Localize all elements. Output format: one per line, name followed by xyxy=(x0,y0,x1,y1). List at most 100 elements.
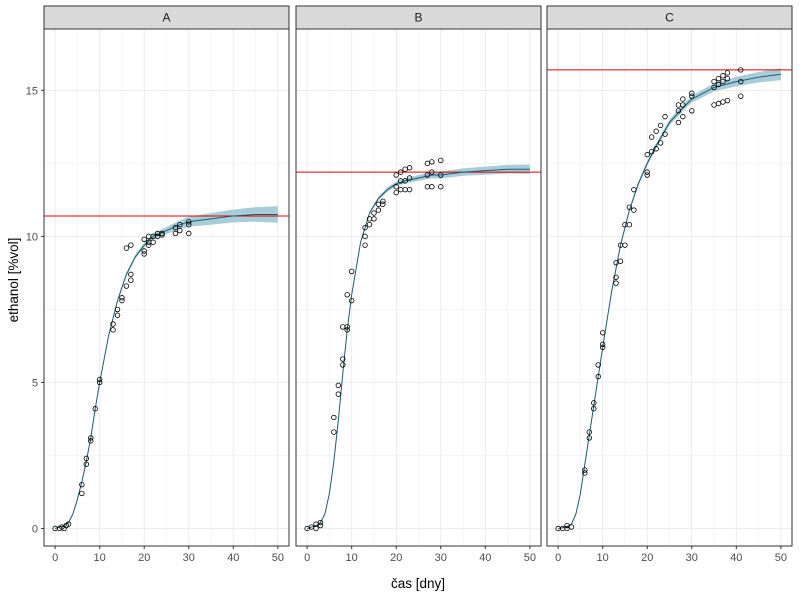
data-point xyxy=(599,341,606,348)
data-point xyxy=(724,75,731,82)
data-point xyxy=(595,373,601,380)
data-point xyxy=(738,67,744,73)
data-point xyxy=(689,93,695,99)
panels-layer: A 0 10 20 30 40 50 B 0 10 20 30 40 50 C 0 10 20 30 40 50 xyxy=(43,5,793,564)
x-axis-title: čas [dny] xyxy=(391,576,445,591)
data-point xyxy=(429,169,435,175)
data-point xyxy=(644,151,650,158)
facet-strip-label: C xyxy=(665,11,674,25)
facet-strip-label: A xyxy=(162,11,170,25)
panel-C: C 0 10 20 30 40 50 xyxy=(546,5,793,564)
fit-curve xyxy=(306,168,530,529)
panel-A: A 0 10 20 30 40 50 xyxy=(43,5,290,564)
data-point xyxy=(438,184,444,190)
y-tick-label: 10 xyxy=(26,231,38,243)
x-tick-label: 50 xyxy=(272,552,284,564)
data-point xyxy=(393,184,399,190)
data-point xyxy=(88,438,94,444)
data-point xyxy=(114,312,121,318)
data-point xyxy=(406,186,413,193)
data-point xyxy=(362,242,368,248)
facet-strip xyxy=(295,5,542,30)
data-point xyxy=(88,435,94,441)
data-point xyxy=(591,406,597,412)
data-point xyxy=(119,297,125,304)
data-point xyxy=(595,362,601,368)
x-tick-label: 30 xyxy=(435,552,447,564)
data-point xyxy=(177,222,183,228)
data-point xyxy=(613,274,619,280)
x-tick-label: 30 xyxy=(183,552,195,564)
data-point xyxy=(586,435,593,441)
data-point xyxy=(375,207,382,213)
data-point xyxy=(644,172,650,178)
data-point xyxy=(344,292,350,298)
x-tick-label: 10 xyxy=(346,552,358,564)
fit-curve xyxy=(54,213,278,529)
data-point xyxy=(128,242,134,248)
data-point xyxy=(424,172,431,178)
data-point xyxy=(429,184,435,190)
data-point xyxy=(119,295,125,301)
data-point xyxy=(586,429,593,435)
data-point xyxy=(711,78,717,85)
data-point xyxy=(402,178,408,184)
data-point xyxy=(662,113,668,120)
data-point xyxy=(141,248,147,254)
panel-B: B 0 10 20 30 40 50 xyxy=(295,5,542,564)
data-point xyxy=(406,175,413,181)
data-point xyxy=(631,207,637,213)
data-point xyxy=(362,224,368,231)
data-point xyxy=(738,78,744,85)
data-point xyxy=(159,230,165,237)
data-point xyxy=(123,245,130,251)
data-point xyxy=(599,330,606,336)
data-point xyxy=(680,102,686,108)
data-point xyxy=(128,271,134,278)
data-point xyxy=(172,224,179,231)
data-point xyxy=(186,230,192,237)
data-point xyxy=(110,321,116,327)
data-point xyxy=(648,148,655,155)
data-point xyxy=(344,324,350,330)
data-point xyxy=(653,146,659,152)
data-point xyxy=(331,429,337,435)
y-tick-label: 5 xyxy=(32,377,38,389)
data-point xyxy=(648,134,655,140)
data-point xyxy=(689,90,695,96)
data-point xyxy=(340,356,346,362)
x-tick-label: 20 xyxy=(390,552,402,564)
data-point xyxy=(96,376,103,383)
data-point xyxy=(720,73,726,79)
x-tick-label: 20 xyxy=(138,552,150,564)
x-tick-label: 40 xyxy=(730,552,742,564)
data-point xyxy=(613,280,619,286)
data-point xyxy=(657,122,664,129)
data-point xyxy=(715,75,722,82)
data-point xyxy=(429,159,435,165)
data-point xyxy=(331,414,337,421)
data-point xyxy=(335,382,342,389)
data-point xyxy=(177,227,183,234)
data-point xyxy=(123,283,130,289)
data-point xyxy=(689,108,695,114)
data-point xyxy=(186,219,192,225)
x-tick-label: 30 xyxy=(686,552,698,564)
data-point xyxy=(738,93,744,99)
data-point xyxy=(591,400,597,406)
facet-strip xyxy=(546,5,793,30)
x-tick-label: 0 xyxy=(555,552,561,564)
x-tick-label: 20 xyxy=(641,552,653,564)
data-point xyxy=(83,461,90,467)
data-point xyxy=(79,481,85,488)
data-point xyxy=(393,189,399,196)
x-tick-label: 0 xyxy=(52,552,58,564)
facet-strip-label: B xyxy=(414,11,422,25)
data-point xyxy=(83,455,90,462)
y-axis-title: ethanol [%vol] xyxy=(6,238,21,323)
data-point xyxy=(715,81,722,88)
data-point xyxy=(662,131,668,137)
data-point xyxy=(653,128,659,134)
data-point xyxy=(141,236,147,243)
data-point xyxy=(65,521,72,527)
